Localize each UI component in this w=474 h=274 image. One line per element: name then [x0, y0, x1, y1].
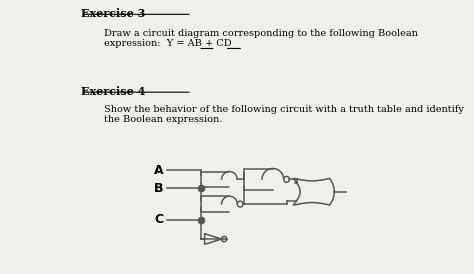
Text: Draw a circuit diagram corresponding to the following Boolean
expression:  Y = A: Draw a circuit diagram corresponding to … [104, 28, 418, 48]
Text: Show the behavior of the following circuit with a truth table and identify
the B: Show the behavior of the following circu… [104, 105, 464, 124]
Text: Exercise 3: Exercise 3 [81, 8, 145, 19]
Text: C: C [155, 213, 164, 226]
Text: Exercise 4: Exercise 4 [81, 86, 145, 97]
Text: A: A [154, 164, 164, 177]
Text: B: B [155, 182, 164, 195]
